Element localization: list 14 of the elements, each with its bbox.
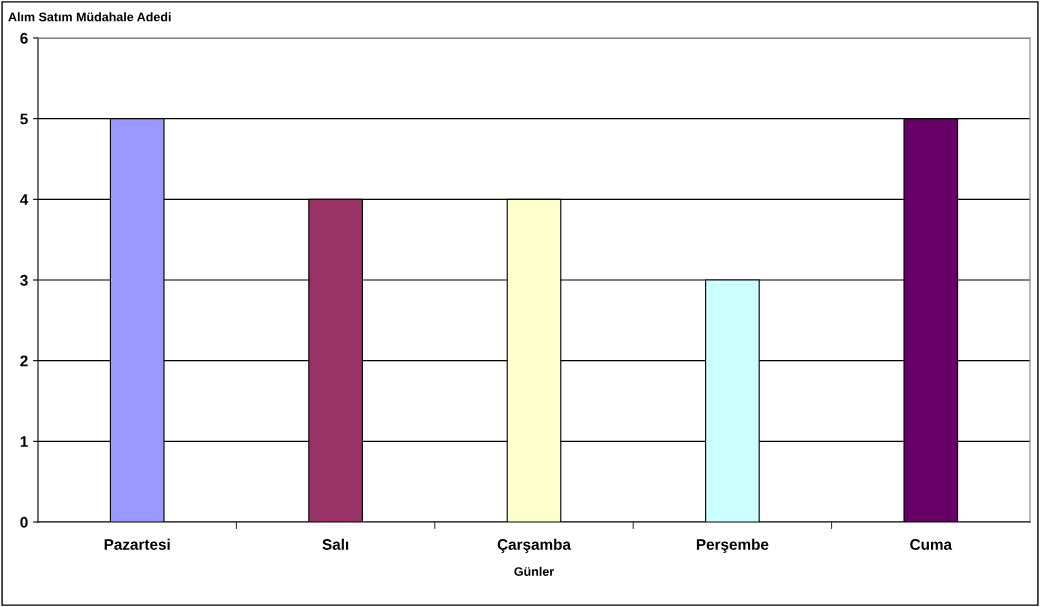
y-tick-label: 1 [20,436,28,447]
y-tick-label: 0 [20,516,28,528]
y-tick-label: 2 [20,355,28,367]
x-tick-label: Çarşamba [497,538,572,553]
y-tick-label: 3 [20,274,28,286]
y-tick-label: 5 [20,113,28,125]
x-tick-label: Pazartesi [104,538,170,550]
x-tick-label: Salı [322,538,349,550]
x-tick-label: Perşembe [696,538,769,553]
y-tick-label: 6 [20,32,28,44]
x-axis-title: Günler [514,566,554,576]
x-tick-label: Cuma [910,539,953,550]
y-axis-title: Alım Satım Müdahale Adedi [8,12,171,22]
y-tick-label: 4 [20,194,29,205]
